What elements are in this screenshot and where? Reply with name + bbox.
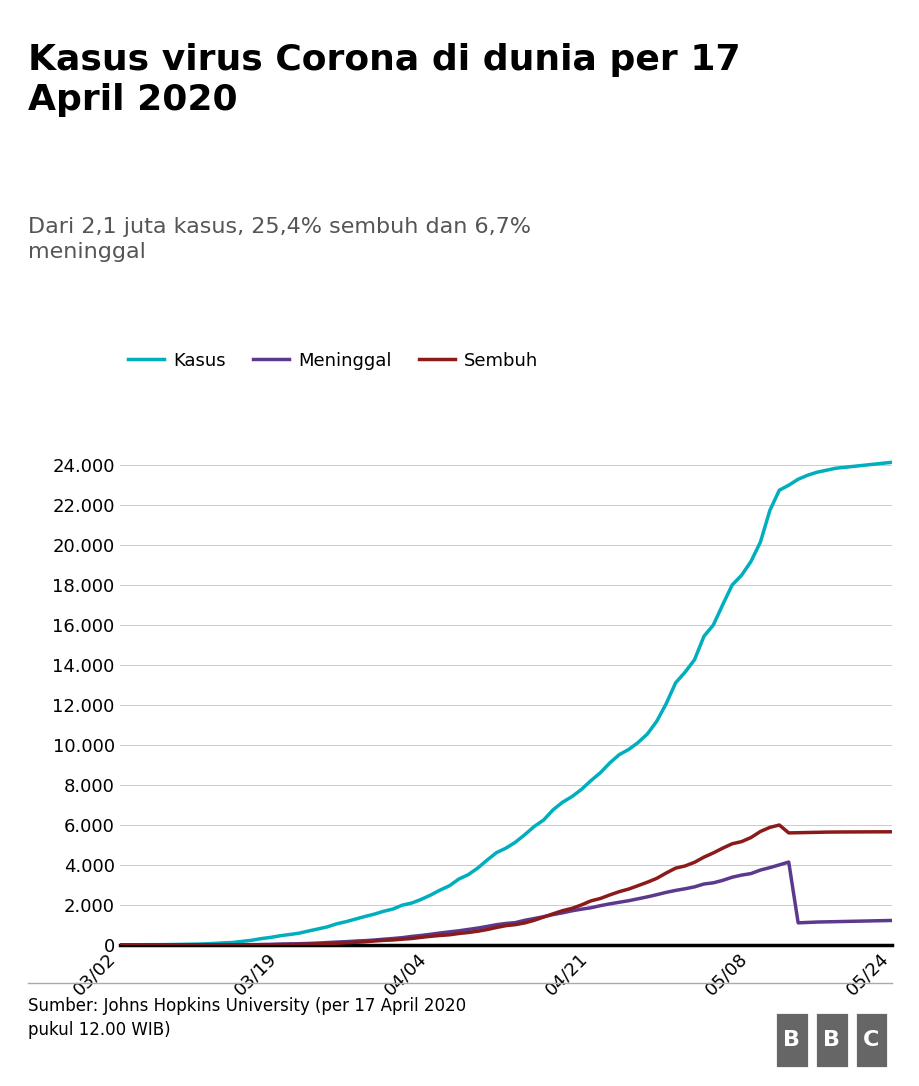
- Text: B: B: [823, 1030, 839, 1050]
- Bar: [814, 1012, 847, 1069]
- Text: Sumber: Johns Hopkins University (per 17 April 2020
pukul 12.00 WIB): Sumber: Johns Hopkins University (per 17…: [28, 997, 465, 1038]
- Text: Dari 2,1 juta kasus, 25,4% sembuh dan 6,7%
meninggal: Dari 2,1 juta kasus, 25,4% sembuh dan 6,…: [28, 217, 530, 262]
- Bar: [774, 1012, 808, 1069]
- Bar: [854, 1012, 888, 1069]
- Text: Kasus virus Corona di dunia per 17
April 2020: Kasus virus Corona di dunia per 17 April…: [28, 43, 740, 117]
- Text: C: C: [862, 1030, 879, 1050]
- Legend: Kasus, Meninggal, Sembuh: Kasus, Meninggal, Sembuh: [120, 344, 545, 377]
- Text: B: B: [782, 1030, 800, 1050]
